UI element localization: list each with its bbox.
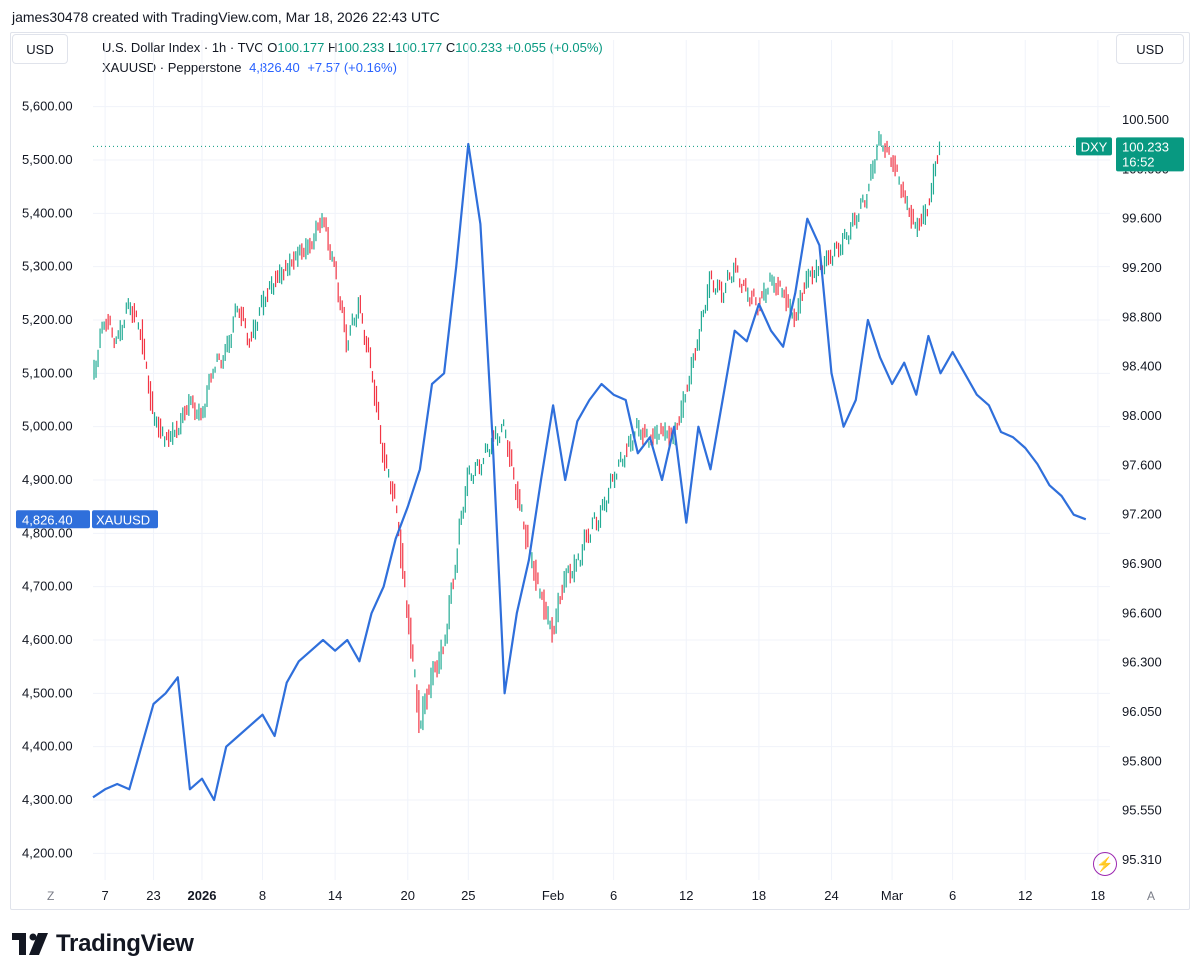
xau-price-tag xyxy=(16,510,90,529)
right-tick-label: 96.900 xyxy=(1122,556,1162,571)
xau-change: +7.57 (+0.16%) xyxy=(307,60,397,75)
dxy-high: 100.233 xyxy=(337,40,385,55)
dxy-series-tag xyxy=(1076,137,1112,156)
x-tick-label: 20 xyxy=(401,888,415,903)
tradingview-logo-icon xyxy=(12,933,48,955)
xau-series-tag xyxy=(92,510,158,529)
x-tick-label: 23 xyxy=(146,888,160,903)
right-tick-label: 98.000 xyxy=(1122,408,1162,423)
x-tick-label: Mar xyxy=(881,888,904,903)
x-tick-label: 12 xyxy=(1018,888,1032,903)
left-tick-label: 4,800.00 xyxy=(22,525,73,540)
x-tick-label: 18 xyxy=(752,888,766,903)
x-tick-label: 25 xyxy=(461,888,475,903)
tradingview-brand: TradingView xyxy=(56,930,194,957)
lightning-icon[interactable]: ⚡ xyxy=(1093,852,1117,876)
left-tick-label: 4,900.00 xyxy=(22,472,73,487)
dxy-price-tag-value: 100.233 xyxy=(1122,139,1169,154)
left-tick-label: 4,600.00 xyxy=(22,632,73,647)
z-toggle[interactable]: Z xyxy=(47,889,55,903)
right-tick-label: 98.800 xyxy=(1122,309,1162,324)
left-currency-button[interactable]: USD xyxy=(12,34,68,64)
right-tick-label: 98.400 xyxy=(1122,359,1162,374)
right-tick-label: 95.310 xyxy=(1122,852,1162,867)
dxy-close-label: C xyxy=(445,40,456,55)
right-tick-label: 95.800 xyxy=(1122,753,1162,768)
left-tick-label: 5,300.00 xyxy=(22,259,73,274)
dxy-series-tag-label: DXY xyxy=(1081,139,1108,154)
right-tick-label: 96.600 xyxy=(1122,605,1162,620)
x-tick-label: Feb xyxy=(542,888,564,903)
dxy-open: 100.177 xyxy=(277,40,325,55)
right-tick-label: 100.500 xyxy=(1122,112,1169,127)
right-tick-label: 97.200 xyxy=(1122,507,1162,522)
right-tick-label: 97.600 xyxy=(1122,457,1162,472)
dxy-low: 100.177 xyxy=(395,40,443,55)
chart-credit: james30478 created with TradingView.com,… xyxy=(12,9,440,25)
x-tick-label: 24 xyxy=(824,888,838,903)
right-tick-label: 96.300 xyxy=(1122,655,1162,670)
xau-legend[interactable]: XAUUSD · Pepperstone 4,826.40 +7.57 (+0.… xyxy=(102,60,397,75)
x-tick-label: 7 xyxy=(101,888,108,903)
right-tick-label: 96.050 xyxy=(1122,704,1162,719)
left-tick-label: 4,400.00 xyxy=(22,739,73,754)
x-tick-label: 14 xyxy=(328,888,342,903)
chart-frame xyxy=(10,32,1190,910)
left-tick-label: 5,600.00 xyxy=(22,99,73,114)
dxy-price-tag xyxy=(1116,137,1184,172)
dxy-low-label: L xyxy=(387,40,396,55)
left-tick-label: 5,100.00 xyxy=(22,365,73,380)
dxy-name: U.S. Dollar Index · 1h · TVC xyxy=(102,40,264,55)
xau-name: XAUUSD · Pepperstone xyxy=(102,60,242,75)
dxy-open-label: O xyxy=(267,40,278,55)
x-tick-label: 18 xyxy=(1091,888,1105,903)
dxy-high-label: H xyxy=(327,40,338,55)
auto-scale-toggle[interactable]: A xyxy=(1147,889,1156,903)
dxy-change: +0.055 (+0.05%) xyxy=(505,40,603,55)
dxy-price-tag-countdown: 16:52 xyxy=(1122,154,1155,169)
xau-price: 4,826.40 xyxy=(249,60,300,75)
xau-series-tag-label: XAUUSD xyxy=(96,512,150,527)
right-tick-label: 99.600 xyxy=(1122,211,1162,226)
left-tick-label: 4,300.00 xyxy=(22,792,73,807)
x-tick-label: 6 xyxy=(949,888,956,903)
left-tick-label: 5,400.00 xyxy=(22,205,73,220)
left-tick-label: 4,500.00 xyxy=(22,685,73,700)
left-tick-label: 4,700.00 xyxy=(22,579,73,594)
left-tick-label: 5,000.00 xyxy=(22,419,73,434)
x-tick-label: 2026 xyxy=(188,888,217,903)
tradingview-logo[interactable]: TradingView xyxy=(12,930,194,958)
right-tick-label: 99.200 xyxy=(1122,260,1162,275)
right-currency-button[interactable]: USD xyxy=(1116,34,1184,64)
xauusd-line xyxy=(92,142,1087,802)
dxy-legend[interactable]: U.S. Dollar Index · 1h · TVC O100.177 H1… xyxy=(102,40,603,55)
left-tick-label: 5,500.00 xyxy=(22,152,73,167)
xau-price-tag-value: 4,826.40 xyxy=(22,512,73,527)
x-tick-label: 12 xyxy=(679,888,693,903)
dxy-close: 100.233 xyxy=(455,40,503,55)
x-tick-label: 6 xyxy=(610,888,617,903)
x-tick-label: 8 xyxy=(259,888,266,903)
left-tick-label: 4,200.00 xyxy=(22,845,73,860)
right-tick-label: 95.550 xyxy=(1122,803,1162,818)
left-tick-label: 5,200.00 xyxy=(22,312,73,327)
